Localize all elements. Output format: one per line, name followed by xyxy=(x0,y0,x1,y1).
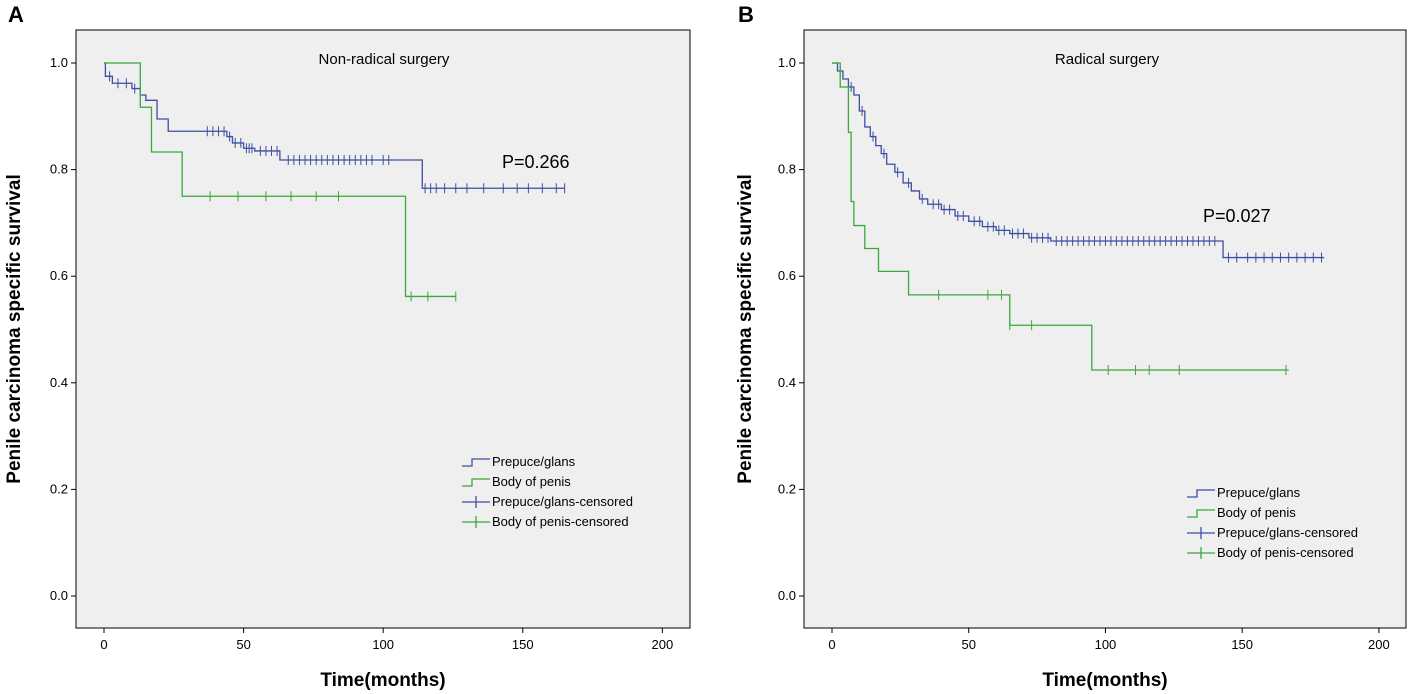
y-tick-label: 0.6 xyxy=(778,268,796,283)
p-value-annotation: P=0.266 xyxy=(502,152,570,172)
x-tick-label: 150 xyxy=(512,637,534,652)
legend: Prepuce/glans Body of penis Prepuce/glans-… xyxy=(1187,485,1358,560)
y-tick-label: 1.0 xyxy=(50,55,68,70)
y-tick-label: 0.4 xyxy=(50,375,68,390)
y-tick-label: 0.2 xyxy=(50,481,68,496)
panel-label: A xyxy=(8,2,24,27)
plot-area xyxy=(803,29,1407,629)
x-tick-label: 50 xyxy=(236,637,250,652)
panel-b: B 0.0 0.2 0.4 0.6 0.8 1.0 0 50 100 150 200 Time(mont… xyxy=(735,2,1407,691)
legend-label: Body of penis-censored xyxy=(492,514,629,529)
panel-a: A 0.0 0.2 0.4 0.6 0.8 1.0 0 50 100 150 200 Time(mont… xyxy=(4,2,691,691)
y-axis-title: Penile carcinoma specific survival xyxy=(735,174,756,483)
legend-label: Prepuce/glans xyxy=(492,454,576,469)
legend-swatch xyxy=(462,478,490,487)
legend-swatch xyxy=(462,458,490,467)
x-tick-label: 100 xyxy=(1095,637,1117,652)
plot-title: Non-radical surgery xyxy=(319,51,450,68)
y-tick-label: 0.4 xyxy=(778,375,796,390)
legend-label: Body of penis xyxy=(1217,505,1296,520)
panel-label: B xyxy=(738,2,754,27)
y-tick-label: 0.2 xyxy=(778,481,796,496)
legend-label: Body of penis xyxy=(492,474,571,489)
survival-line-body-of-penis xyxy=(832,62,1289,371)
y-tick-label: 0.6 xyxy=(50,268,68,283)
x-tick-label: 0 xyxy=(828,637,835,652)
y-tick-label: 1.0 xyxy=(778,55,796,70)
p-value-annotation: P=0.027 xyxy=(1203,206,1271,226)
legend-label: Prepuce/glans-censored xyxy=(492,494,633,509)
x-tick-label: 100 xyxy=(372,637,394,652)
survival-line-body-of-penis xyxy=(104,62,456,298)
plot-area xyxy=(75,29,691,629)
x-tick-label: 0 xyxy=(100,637,107,652)
y-tick-label: 0.8 xyxy=(778,162,796,177)
legend-label: Prepuce/glans xyxy=(1217,485,1301,500)
survival-line-prepuce-glans xyxy=(104,62,565,189)
legend-label: Body of penis-censored xyxy=(1217,545,1354,560)
y-tick-label: 0.0 xyxy=(50,588,68,603)
legend-swatch xyxy=(1187,509,1215,518)
y-tick-label: 0.8 xyxy=(50,162,68,177)
x-tick-label: 200 xyxy=(1368,637,1390,652)
x-axis-title: Time(months) xyxy=(1042,670,1167,691)
y-axis-title: Penile carcinoma specific survival xyxy=(4,174,25,483)
legend-swatch xyxy=(1187,489,1215,498)
x-tick-label: 150 xyxy=(1231,637,1253,652)
x-axis-title: Time(months) xyxy=(320,670,445,691)
legend-label: Prepuce/glans-censored xyxy=(1217,525,1358,540)
x-tick-label: 200 xyxy=(652,637,674,652)
plot-title: Radical surgery xyxy=(1055,51,1160,68)
survival-line-prepuce-glans xyxy=(832,62,1325,259)
legend: Prepuce/glans Body of penis Prepuce/glans-… xyxy=(462,454,633,529)
x-tick-label: 50 xyxy=(961,637,975,652)
y-tick-label: 0.0 xyxy=(778,588,796,603)
